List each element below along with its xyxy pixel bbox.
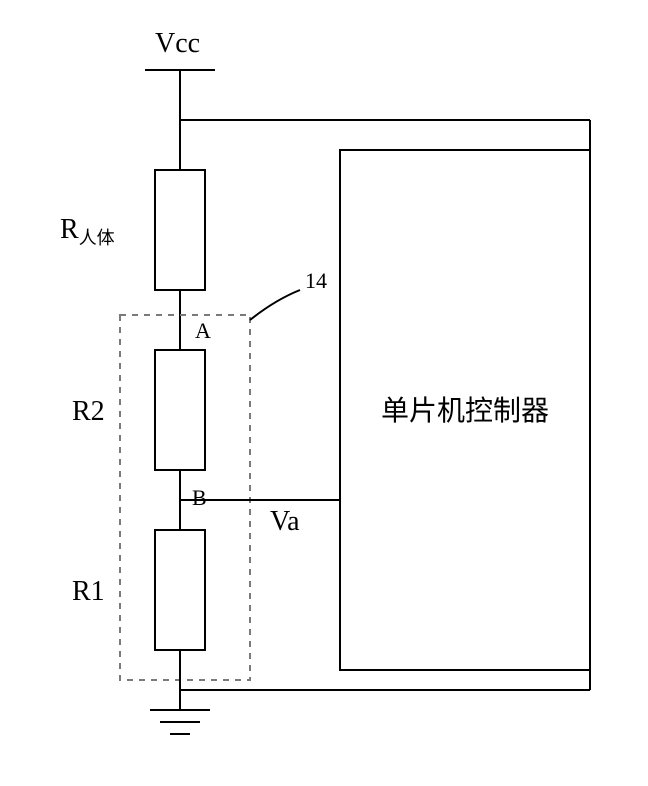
r1-resistor xyxy=(155,530,205,650)
callout-14-leader xyxy=(250,290,300,320)
node-b-label: B xyxy=(192,485,207,510)
callout-14-label: 14 xyxy=(305,268,327,293)
r1-label: R1 xyxy=(72,576,105,607)
mcu-label: 单片机控制器 xyxy=(381,395,549,427)
vcc-label: Vcc xyxy=(155,28,200,59)
r2-label: R2 xyxy=(72,396,105,427)
node-a-label: A xyxy=(195,318,211,343)
r-human-label: R人体 xyxy=(60,214,115,248)
r2-resistor xyxy=(155,350,205,470)
group-14-box xyxy=(120,315,250,680)
r-human-resistor xyxy=(155,170,205,290)
va-label: Va xyxy=(270,506,300,537)
